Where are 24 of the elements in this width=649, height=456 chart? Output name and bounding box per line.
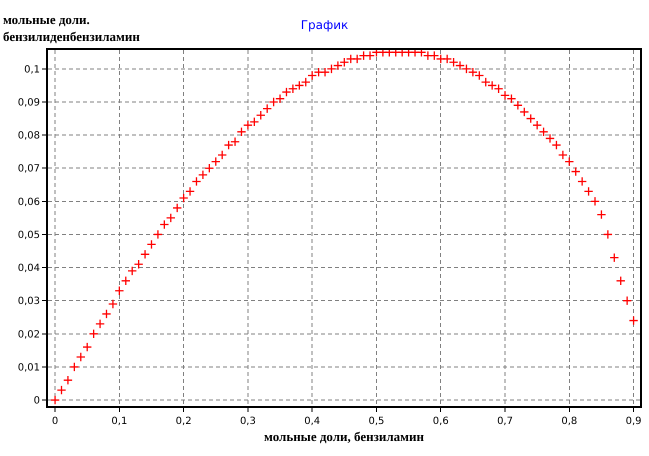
x-tick-label: 0,2 xyxy=(176,416,192,427)
y-tick-label: 0,07 xyxy=(18,164,40,175)
y-tick-label: 0,05 xyxy=(18,230,40,241)
y-tick-label: 0,09 xyxy=(18,97,40,108)
y-tick-label: 0,02 xyxy=(18,329,40,340)
y-tick-label: 0,01 xyxy=(18,362,40,374)
x-tick-label: 0,3 xyxy=(240,416,256,427)
y-axis-title: мольные доли. бензилиденбензиламин xyxy=(3,12,140,44)
x-tick-label: 0,9 xyxy=(626,416,642,427)
y-tick-label: 0,06 xyxy=(18,196,40,208)
chart-title: График xyxy=(300,18,348,32)
x-tick-label: 0,5 xyxy=(368,416,384,427)
x-axis-title: мольные доли, бензиламин xyxy=(264,429,424,444)
x-tick-label: 0,6 xyxy=(432,416,449,427)
y-tick-label: 0 xyxy=(34,396,40,407)
y-tick-label: 0,08 xyxy=(18,130,40,142)
x-tick-label: 0,7 xyxy=(497,416,513,427)
y-tick-label: 0,1 xyxy=(24,64,40,76)
y-tick-label: 0,04 xyxy=(18,263,40,274)
y-tick-label: 0,03 xyxy=(18,296,40,308)
x-tick-label: 0 xyxy=(52,416,58,427)
x-tick-label: 0,8 xyxy=(561,416,578,427)
x-tick-label: 0,1 xyxy=(111,416,128,427)
x-tick-label: 0,4 xyxy=(304,416,320,427)
